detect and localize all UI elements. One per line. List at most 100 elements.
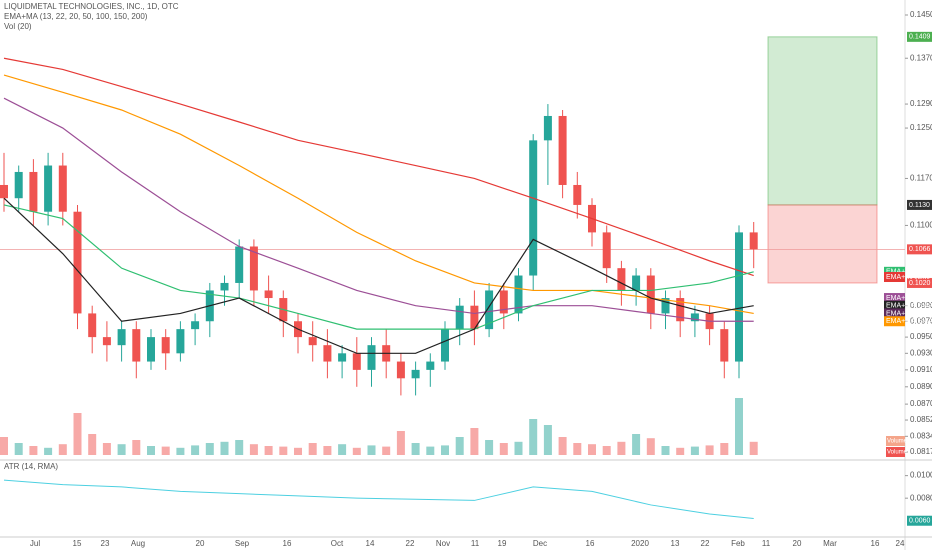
candle-body — [558, 115, 567, 185]
time-label: 24 — [896, 539, 905, 548]
price-tag-label: 0.1409 — [909, 34, 931, 41]
volume-bar — [0, 437, 8, 455]
volume-bar — [661, 446, 670, 455]
time-label: Mar — [823, 539, 837, 548]
volume-bar — [102, 443, 111, 455]
candle-body — [617, 268, 626, 291]
time-label: 2020 — [631, 539, 649, 548]
volume-bar — [690, 446, 699, 455]
candle-body — [73, 211, 82, 314]
candle-body — [117, 329, 126, 346]
volume-bar — [705, 445, 714, 455]
candle-body — [220, 282, 229, 291]
candle-body — [323, 345, 332, 362]
volume-bar — [117, 444, 126, 455]
price-tick-label: 0.1170 — [910, 174, 932, 183]
candle-body — [455, 305, 464, 330]
price-tick-label: 0.0834 — [910, 431, 932, 440]
volume-bar — [470, 428, 479, 455]
candle-body — [573, 184, 582, 205]
candle-body — [470, 305, 479, 330]
candle-body — [147, 337, 155, 362]
volume-tag-label: Volume MA — [887, 439, 918, 445]
price-tick-label: 0.0852 — [910, 415, 932, 424]
candle-body — [338, 353, 347, 362]
candle-body — [441, 329, 449, 362]
candle-body — [176, 329, 185, 354]
candle-body — [690, 313, 699, 322]
ma-tag — [884, 272, 905, 283]
volume-bar — [338, 444, 347, 455]
time-label: 16 — [586, 539, 595, 548]
time-label: Sep — [235, 539, 250, 548]
candle-body — [735, 232, 743, 362]
time-label: 22 — [406, 539, 415, 548]
atr-label: ATR (14, RMA) — [4, 462, 58, 471]
moving-average — [3, 97, 754, 322]
price-tag — [907, 244, 932, 255]
time-label: 16 — [283, 539, 292, 548]
price-tag-label: 0.1020 — [909, 280, 931, 287]
candle-body — [0, 184, 8, 199]
volume-tag — [886, 447, 905, 457]
candle-body — [411, 369, 420, 379]
ma-tag-label: EMA+MA,EMA 2 — [886, 310, 932, 317]
volume-bar — [235, 440, 244, 455]
volume-bar — [14, 443, 23, 455]
volume-bar — [543, 425, 552, 455]
candle-body — [514, 275, 523, 314]
price-tag — [907, 31, 932, 42]
symbol-title: LIQUIDMETAL TECHNOLOGIES, INC., 1D, OTC — [4, 2, 179, 11]
volume-bar — [749, 441, 758, 455]
volume-bar — [441, 445, 449, 455]
volume-bar — [58, 444, 67, 455]
candle-body — [661, 298, 670, 314]
volume-bar — [617, 441, 626, 455]
atr-line — [3, 479, 754, 519]
time-label: Oct — [331, 539, 344, 548]
candle-body — [485, 290, 494, 330]
target-zone — [767, 36, 878, 206]
ma-tag-label: EMA+MA,EMA 3 — [886, 295, 932, 302]
candle-body — [396, 361, 405, 379]
indicator-label: Vol (20) — [4, 22, 32, 31]
candle-body — [499, 290, 508, 314]
time-label: 20 — [196, 539, 205, 548]
volume-bar — [308, 443, 317, 455]
ma-tag — [884, 293, 905, 304]
volume-tag — [886, 436, 905, 446]
candle-body — [235, 246, 244, 283]
volume-bar — [426, 446, 435, 455]
time-label: Nov — [436, 539, 450, 548]
candle-body — [749, 232, 758, 250]
volume-bar — [646, 438, 655, 455]
volume-bar — [720, 443, 729, 455]
candle-body — [161, 337, 170, 354]
volume-tag-label: Volume — [887, 450, 908, 456]
price-tick-label: 0.0817 — [910, 447, 932, 456]
moving-average — [3, 74, 754, 315]
time-label: 16 — [871, 539, 880, 548]
candle-body — [308, 337, 317, 346]
volume-bar — [88, 434, 97, 455]
ma-tag-label: EMA+MA,EMA 1 — [886, 303, 932, 310]
volume-bar — [44, 447, 53, 455]
ma-tag-label: EMA+MA,EMA 5 — [886, 274, 932, 281]
candle-body — [29, 171, 38, 212]
volume-bar — [220, 441, 229, 455]
volume-bar — [176, 447, 185, 455]
candle-body — [352, 353, 361, 370]
ma-tag — [884, 316, 905, 327]
stop-zone — [767, 204, 878, 284]
candle-body — [88, 313, 97, 338]
candle-body — [543, 115, 552, 141]
